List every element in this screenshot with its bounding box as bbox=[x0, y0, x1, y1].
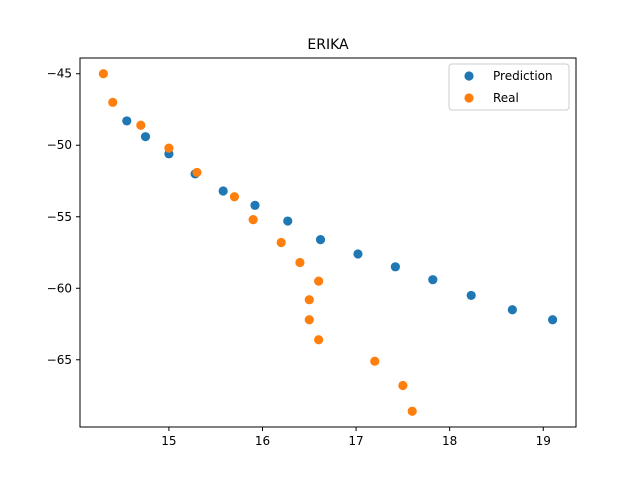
x-tick-label: 19 bbox=[536, 434, 551, 448]
data-point-prediction bbox=[140, 132, 151, 142]
legend-label-real: Real bbox=[493, 91, 519, 105]
data-point-real bbox=[136, 120, 146, 130]
data-point-real bbox=[108, 97, 118, 107]
plot-marks bbox=[98, 69, 558, 416]
data-point-real bbox=[229, 192, 240, 202]
data-point-prediction bbox=[428, 275, 438, 285]
data-point-real bbox=[276, 237, 286, 248]
y-tick-label: −50 bbox=[47, 138, 72, 152]
x-tick-label: 18 bbox=[442, 434, 457, 448]
data-point-prediction bbox=[315, 235, 326, 245]
plot-area-frame bbox=[79, 57, 577, 428]
data-point-real bbox=[304, 315, 314, 325]
legend-marker-real bbox=[464, 93, 474, 103]
x-tick-label: 16 bbox=[255, 434, 270, 448]
data-point-prediction bbox=[466, 290, 476, 301]
data-point-prediction bbox=[283, 216, 293, 226]
data-point-prediction bbox=[218, 186, 228, 196]
data-point-real bbox=[295, 257, 305, 268]
chart-title: ERIKA bbox=[307, 37, 349, 53]
y-tick-label: −45 bbox=[47, 67, 72, 81]
y-tick-label: −60 bbox=[47, 281, 72, 295]
legend: Prediction Real bbox=[448, 63, 570, 111]
x-tick-label: 15 bbox=[161, 434, 176, 448]
x-tick-label: 17 bbox=[348, 434, 363, 448]
data-point-prediction bbox=[353, 249, 363, 259]
y-tick-label: −55 bbox=[47, 210, 72, 224]
y-tick-label: −65 bbox=[47, 353, 72, 367]
data-point-real bbox=[248, 215, 258, 225]
data-point-real bbox=[370, 356, 380, 366]
data-point-real bbox=[98, 69, 108, 79]
data-point-real bbox=[407, 406, 417, 416]
data-point-prediction bbox=[250, 200, 260, 210]
data-point-real bbox=[314, 276, 324, 286]
data-point-prediction bbox=[548, 315, 558, 325]
data-point-prediction bbox=[390, 262, 400, 272]
series-prediction bbox=[122, 116, 558, 325]
data-point-real bbox=[192, 167, 202, 178]
legend-marker-prediction bbox=[464, 71, 474, 81]
data-point-prediction bbox=[122, 116, 132, 126]
data-point-real bbox=[164, 143, 174, 153]
data-point-real bbox=[304, 295, 314, 305]
legend-box bbox=[448, 63, 570, 111]
series-real bbox=[98, 69, 417, 416]
data-point-real bbox=[314, 335, 324, 345]
legend-label-prediction: Prediction bbox=[493, 69, 553, 83]
data-point-prediction bbox=[507, 305, 517, 315]
axes: 15 16 17 18 19 −45 −50 −55 −60 −65 bbox=[47, 67, 551, 448]
data-point-real bbox=[398, 380, 408, 391]
